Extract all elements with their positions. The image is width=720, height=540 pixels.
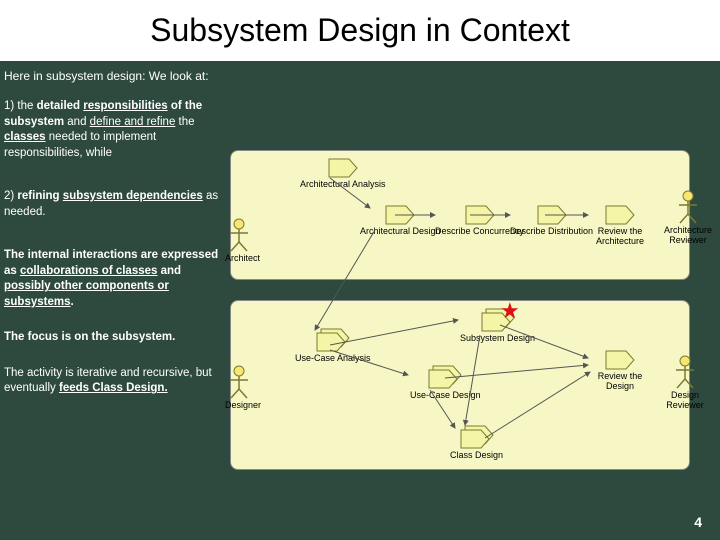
- page-title: Subsystem Design in Context: [0, 0, 720, 61]
- page-number: 4: [694, 514, 702, 530]
- arch-design-label: Architectural Design: [360, 227, 441, 237]
- bullet-4: The focus is on the subsystem.: [0, 326, 260, 356]
- designer-actor: Designer: [225, 365, 253, 411]
- activity-desc-distribution: Describe Distribution: [510, 205, 593, 237]
- subsystem-design-label: Subsystem Design: [460, 334, 535, 344]
- workflow-diagram: Architect Architecture Reviewer Designer: [230, 150, 720, 490]
- design-reviewer-label: Design Reviewer: [660, 391, 710, 411]
- intro-text: Here in subsystem design: We look at:: [0, 61, 720, 95]
- class-design-label: Class Design: [450, 451, 503, 461]
- bullet-1: 1) the detailed responsibilities of the …: [0, 95, 230, 171]
- bullet-5: The activity is iterative and recursive,…: [0, 362, 230, 407]
- arch-reviewer-label: Architecture Reviewer: [660, 226, 716, 246]
- usecase-analysis-label: Use-Case Analysis: [295, 354, 371, 364]
- desc-distribution-label: Describe Distribution: [510, 227, 593, 237]
- review-design-label: Review the Design: [590, 372, 650, 392]
- activity-subsystem-design: Subsystem Design: [460, 308, 535, 344]
- arch-analysis-label: Architectural Analysis: [300, 180, 386, 190]
- activity-review-arch: Review the Architecture: [590, 205, 650, 247]
- bullet-3: The internal interactions are expressed …: [0, 244, 230, 320]
- arch-reviewer-actor: Architecture Reviewer: [660, 190, 716, 246]
- bullet-2: 2) refining subsystem dependencies as ne…: [0, 185, 230, 230]
- activity-usecase-analysis: Use-Case Analysis: [295, 328, 371, 364]
- activity-usecase-design: Use-Case Design: [410, 365, 481, 401]
- review-arch-label: Review the Architecture: [590, 227, 650, 247]
- activity-class-design: Class Design: [450, 425, 503, 461]
- usecase-design-label: Use-Case Design: [410, 391, 481, 401]
- designer-label: Designer: [225, 401, 253, 411]
- architect-actor: Architect: [225, 218, 253, 264]
- activity-review-design: Review the Design: [590, 350, 650, 392]
- design-reviewer-actor: Design Reviewer: [660, 355, 710, 411]
- star-icon: ★: [500, 300, 520, 322]
- activity-arch-design: Architectural Design: [360, 205, 441, 237]
- activity-arch-analysis: Architectural Analysis: [300, 158, 386, 190]
- architect-label: Architect: [225, 254, 253, 264]
